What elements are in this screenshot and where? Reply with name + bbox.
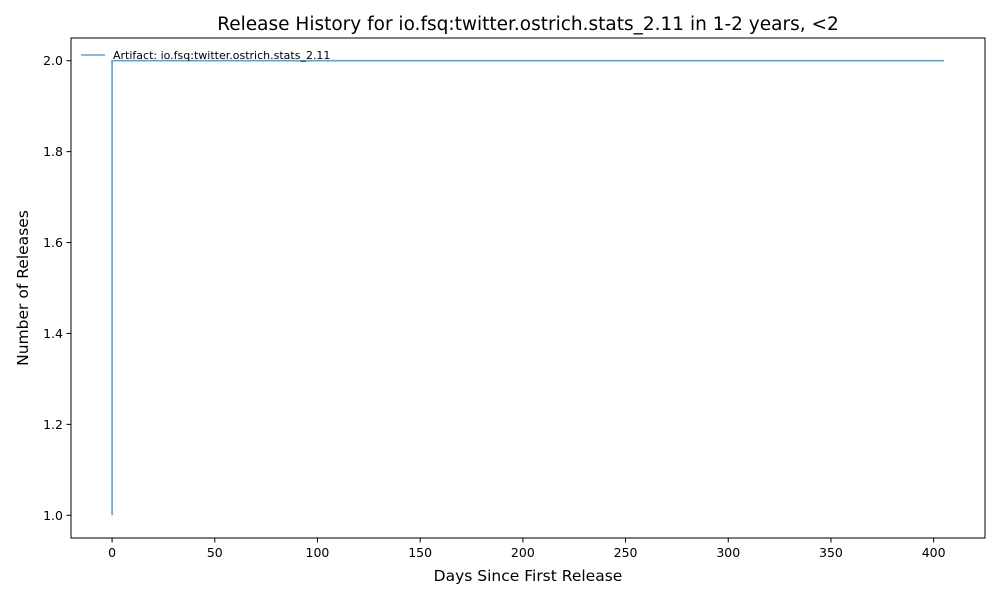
y-axis: 1.0 1.2 1.4 1.6 1.8 2.0 xyxy=(43,53,71,523)
x-tick-label: 150 xyxy=(408,545,432,560)
y-tick-label: 1.6 xyxy=(43,235,63,250)
y-tick-label: 1.8 xyxy=(43,144,63,159)
x-tick-label: 100 xyxy=(306,545,330,560)
legend: Artifact: io.fsq:twitter.ostrich.stats_2… xyxy=(81,49,330,62)
y-tick-label: 1.2 xyxy=(43,417,63,432)
y-axis-label: Number of Releases xyxy=(14,210,32,366)
legend-label: Artifact: io.fsq:twitter.ostrich.stats_2… xyxy=(113,49,330,62)
y-tick-label: 1.4 xyxy=(43,326,63,341)
chart-title: Release History for io.fsq:twitter.ostri… xyxy=(217,14,838,35)
x-tick-label: 50 xyxy=(207,545,223,560)
x-axis: 0 50 100 150 200 250 300 350 400 xyxy=(108,538,946,560)
series-line xyxy=(111,59,944,516)
x-tick-label: 300 xyxy=(716,545,740,560)
x-tick-label: 350 xyxy=(819,545,843,560)
y-tick-label: 1.0 xyxy=(43,508,63,523)
plot-frame xyxy=(70,37,986,539)
x-tick-label: 0 xyxy=(108,545,116,560)
x-axis-label: Days Since First Release xyxy=(434,567,623,585)
x-tick-label: 400 xyxy=(922,545,946,560)
x-tick-label: 200 xyxy=(511,545,535,560)
x-tick-label: 250 xyxy=(614,545,638,560)
y-tick-label: 2.0 xyxy=(43,53,63,68)
series-layer xyxy=(111,59,944,516)
